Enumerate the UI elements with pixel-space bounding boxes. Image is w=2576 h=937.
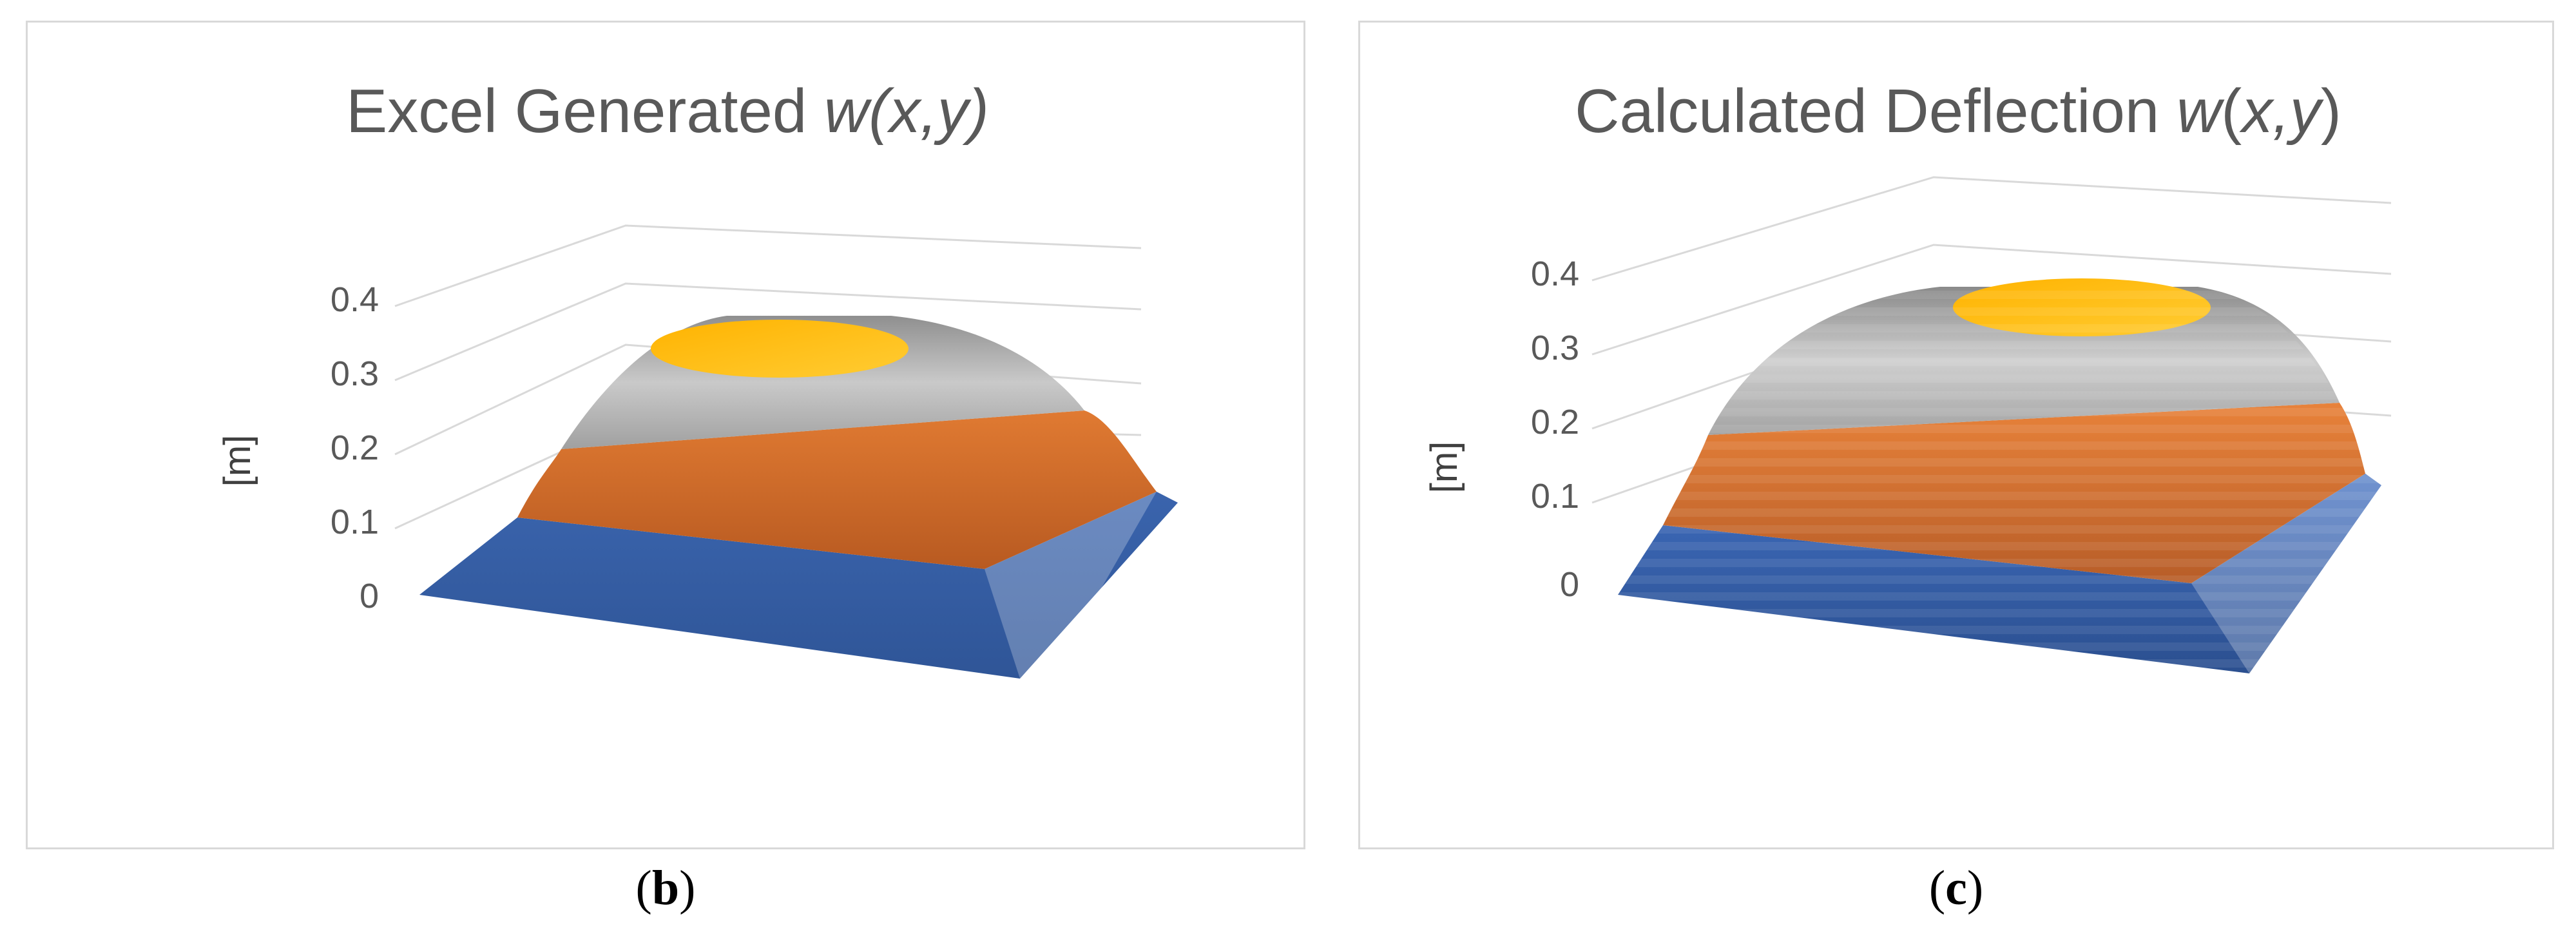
tick-b-0.4: 0.4 (331, 280, 379, 319)
chart-b-ylabel: [m] (216, 435, 258, 487)
chart-c-surface (1618, 278, 2381, 673)
chart-c-ylabel: [m] (1423, 441, 1465, 494)
caption-c: (c) (1928, 861, 1984, 915)
chart-b-ticks: 0.4 0.3 0.2 0.1 0 (331, 280, 379, 615)
chart-b-title: Excel Generated w(x,y) (346, 77, 989, 146)
surface-c-ripple (1618, 287, 2381, 673)
gridline-c-4 (1591, 176, 2392, 282)
surface-b-band-0-0.1 (419, 492, 1178, 679)
surface-b-band-0.1-0.2 (517, 411, 1157, 569)
tick-c-0.3: 0.3 (1531, 329, 1579, 367)
chart-panel-c: Calculated Deflection w(x,y) 0.4 0.3 0.2… (1358, 21, 2554, 849)
chart-c-ticks: 0.4 0.3 0.2 0.1 0 (1531, 255, 1579, 604)
tick-b-0: 0 (360, 577, 379, 615)
chart-b-svg: Excel Generated w(x,y) 0.4 0.3 0.2 0.1 0… (216, 77, 1178, 680)
surface-b-band-0.3-0.4 (651, 320, 908, 378)
tick-c-0.4: 0.4 (1531, 255, 1579, 293)
caption-b: (b) (635, 861, 696, 915)
tick-c-0: 0 (1560, 565, 1579, 604)
gridline-b-4 (394, 224, 1142, 307)
tick-b-0.3: 0.3 (331, 354, 379, 393)
tick-b-0.2: 0.2 (331, 429, 379, 467)
gridline-c-3 (1591, 244, 2392, 356)
surface-b-highlight (985, 492, 1157, 680)
chart-b-surface (419, 316, 1178, 680)
tick-c-0.1: 0.1 (1531, 477, 1579, 516)
tick-c-0.2: 0.2 (1531, 403, 1579, 441)
chart-c-title: Calculated Deflection w(x,y) (1575, 77, 2341, 146)
surface-c-highlight (2191, 474, 2381, 673)
gridline-b-3 (394, 282, 1142, 382)
chart-panel-b: Excel Generated w(x,y) 0.4 0.3 0.2 0.1 0… (26, 21, 1305, 849)
chart-c-svg: Calculated Deflection w(x,y) 0.4 0.3 0.2… (1423, 77, 2392, 673)
tick-b-0.1: 0.1 (331, 503, 379, 541)
